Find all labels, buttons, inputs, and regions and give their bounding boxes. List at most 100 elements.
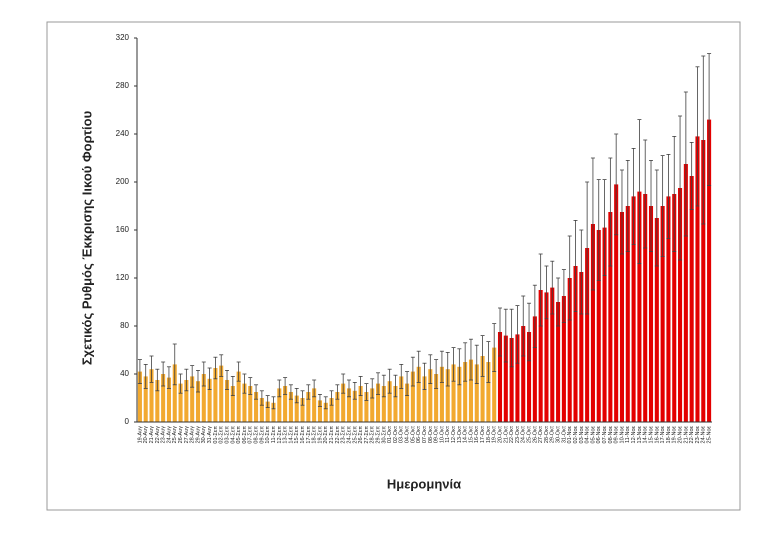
bar: [451, 364, 456, 422]
error-bar: [335, 384, 340, 400]
error-bar: [161, 361, 166, 387]
bar: [236, 371, 241, 422]
x-tick-label: 01-Οκτ: [387, 425, 393, 443]
bar: [602, 227, 607, 422]
bar: [486, 362, 491, 422]
x-tick-label: 06-Σεπ: [242, 426, 248, 444]
x-tick-label: 16-Σεπ: [300, 426, 306, 444]
error-bar: [143, 363, 148, 389]
bar: [329, 398, 334, 422]
x-tick-label: 18-Οκτ: [486, 425, 492, 443]
bar: [608, 212, 613, 422]
error-bar: [649, 159, 654, 253]
error-bar: [416, 350, 421, 383]
x-tick-label: 11-Σεπ: [271, 426, 277, 443]
error-bar: [428, 354, 433, 385]
error-bar: [631, 147, 636, 245]
error-bar: [341, 373, 346, 394]
bar: [410, 371, 415, 422]
bar: [474, 364, 479, 422]
bar: [219, 365, 224, 422]
x-tick-label: 05-Σεπ: [236, 426, 242, 444]
y-tick-label: 200: [116, 177, 130, 186]
bar: [416, 366, 421, 422]
error-bar: [701, 55, 706, 225]
x-tick-label: 24-Αυγ: [166, 426, 172, 444]
x-tick-label: 11-Νοε: [625, 425, 631, 443]
bar: [561, 296, 566, 422]
bar: [155, 380, 160, 422]
x-tick-label: 02-Νοε: [573, 425, 579, 443]
x-tick-label: 10-Οκτ: [439, 425, 445, 443]
bar: [521, 326, 526, 422]
x-tick-label: 01-Νοε: [567, 425, 573, 443]
error-bar: [439, 350, 444, 383]
bar: [399, 376, 404, 422]
bar: [660, 206, 665, 422]
bar: [364, 392, 369, 422]
bar: [509, 338, 514, 422]
bar: [370, 388, 375, 422]
bar: [468, 359, 473, 422]
bar: [538, 290, 543, 422]
error-bar: [358, 375, 363, 397]
error-bar: [265, 395, 270, 409]
error-bar: [602, 179, 607, 277]
x-tick-label: 12-Σεπ: [277, 426, 283, 444]
x-tick-label: 25-Αυγ: [172, 426, 178, 444]
error-bar: [556, 277, 561, 327]
error-bar: [625, 159, 630, 253]
x-tick-label: 07-Οκτ: [422, 425, 428, 443]
x-tick-label: 14-Οκτ: [463, 425, 469, 443]
y-tick-label: 0: [125, 417, 130, 426]
error-bar: [294, 387, 299, 404]
x-tick-label: 21-Σεπ: [329, 426, 335, 444]
x-tick-label: 22-Νοε: [689, 425, 695, 443]
x-tick-label: 10-Σεπ: [265, 426, 271, 444]
error-bar: [451, 347, 456, 382]
error-bar: [532, 284, 537, 349]
error-bar: [317, 393, 322, 407]
x-tick-label: 05-Νοε: [590, 425, 596, 443]
x-tick-label: 17-Οκτ: [480, 425, 486, 443]
error-bar: [550, 260, 555, 315]
x-tick-label: 08-Νοε: [608, 425, 614, 443]
y-axis-label: Σχετικός Ρυθμός Έκκρισης Ιικού Φορτίου: [79, 110, 94, 365]
x-tick-label: 15-Νοε: [648, 425, 654, 443]
error-bar: [172, 343, 177, 386]
bar: [376, 383, 381, 422]
x-tick-label: 03-Νοε: [579, 425, 585, 443]
error-bar: [323, 396, 328, 410]
x-tick-label: 28-Οκτ: [544, 425, 550, 443]
bar: [254, 392, 259, 422]
error-bar: [468, 338, 473, 381]
bar: [387, 381, 392, 422]
x-tick-label: 03-Οκτ: [399, 425, 405, 443]
error-bar: [643, 139, 648, 249]
error-bar: [346, 379, 351, 398]
bar: [393, 386, 398, 422]
error-bar: [521, 295, 526, 357]
bar: [283, 386, 288, 422]
error-bar: [254, 384, 259, 400]
error-bar: [155, 368, 160, 392]
x-tick-label: 04-Οκτ: [405, 425, 411, 443]
x-tick-label: 26-Αυγ: [178, 426, 184, 444]
x-tick-label: 27-Αυγ: [184, 426, 190, 444]
bar: [312, 388, 317, 422]
y-tick-label: 280: [116, 81, 130, 90]
x-tick-label: 09-Νοε: [614, 425, 620, 443]
bar: [672, 194, 677, 422]
error-bar: [207, 367, 212, 391]
bar: [573, 266, 578, 422]
error-bar: [707, 53, 712, 187]
bar: [184, 380, 189, 422]
y-tick-label: 40: [120, 369, 129, 378]
y-tick-label: 320: [116, 33, 130, 42]
x-tick-label: 24-Νοε: [701, 425, 707, 443]
bar: [666, 196, 671, 422]
x-tick-label: 09-Σεπ: [259, 426, 265, 444]
bar: [695, 136, 700, 422]
error-bar: [527, 302, 532, 362]
